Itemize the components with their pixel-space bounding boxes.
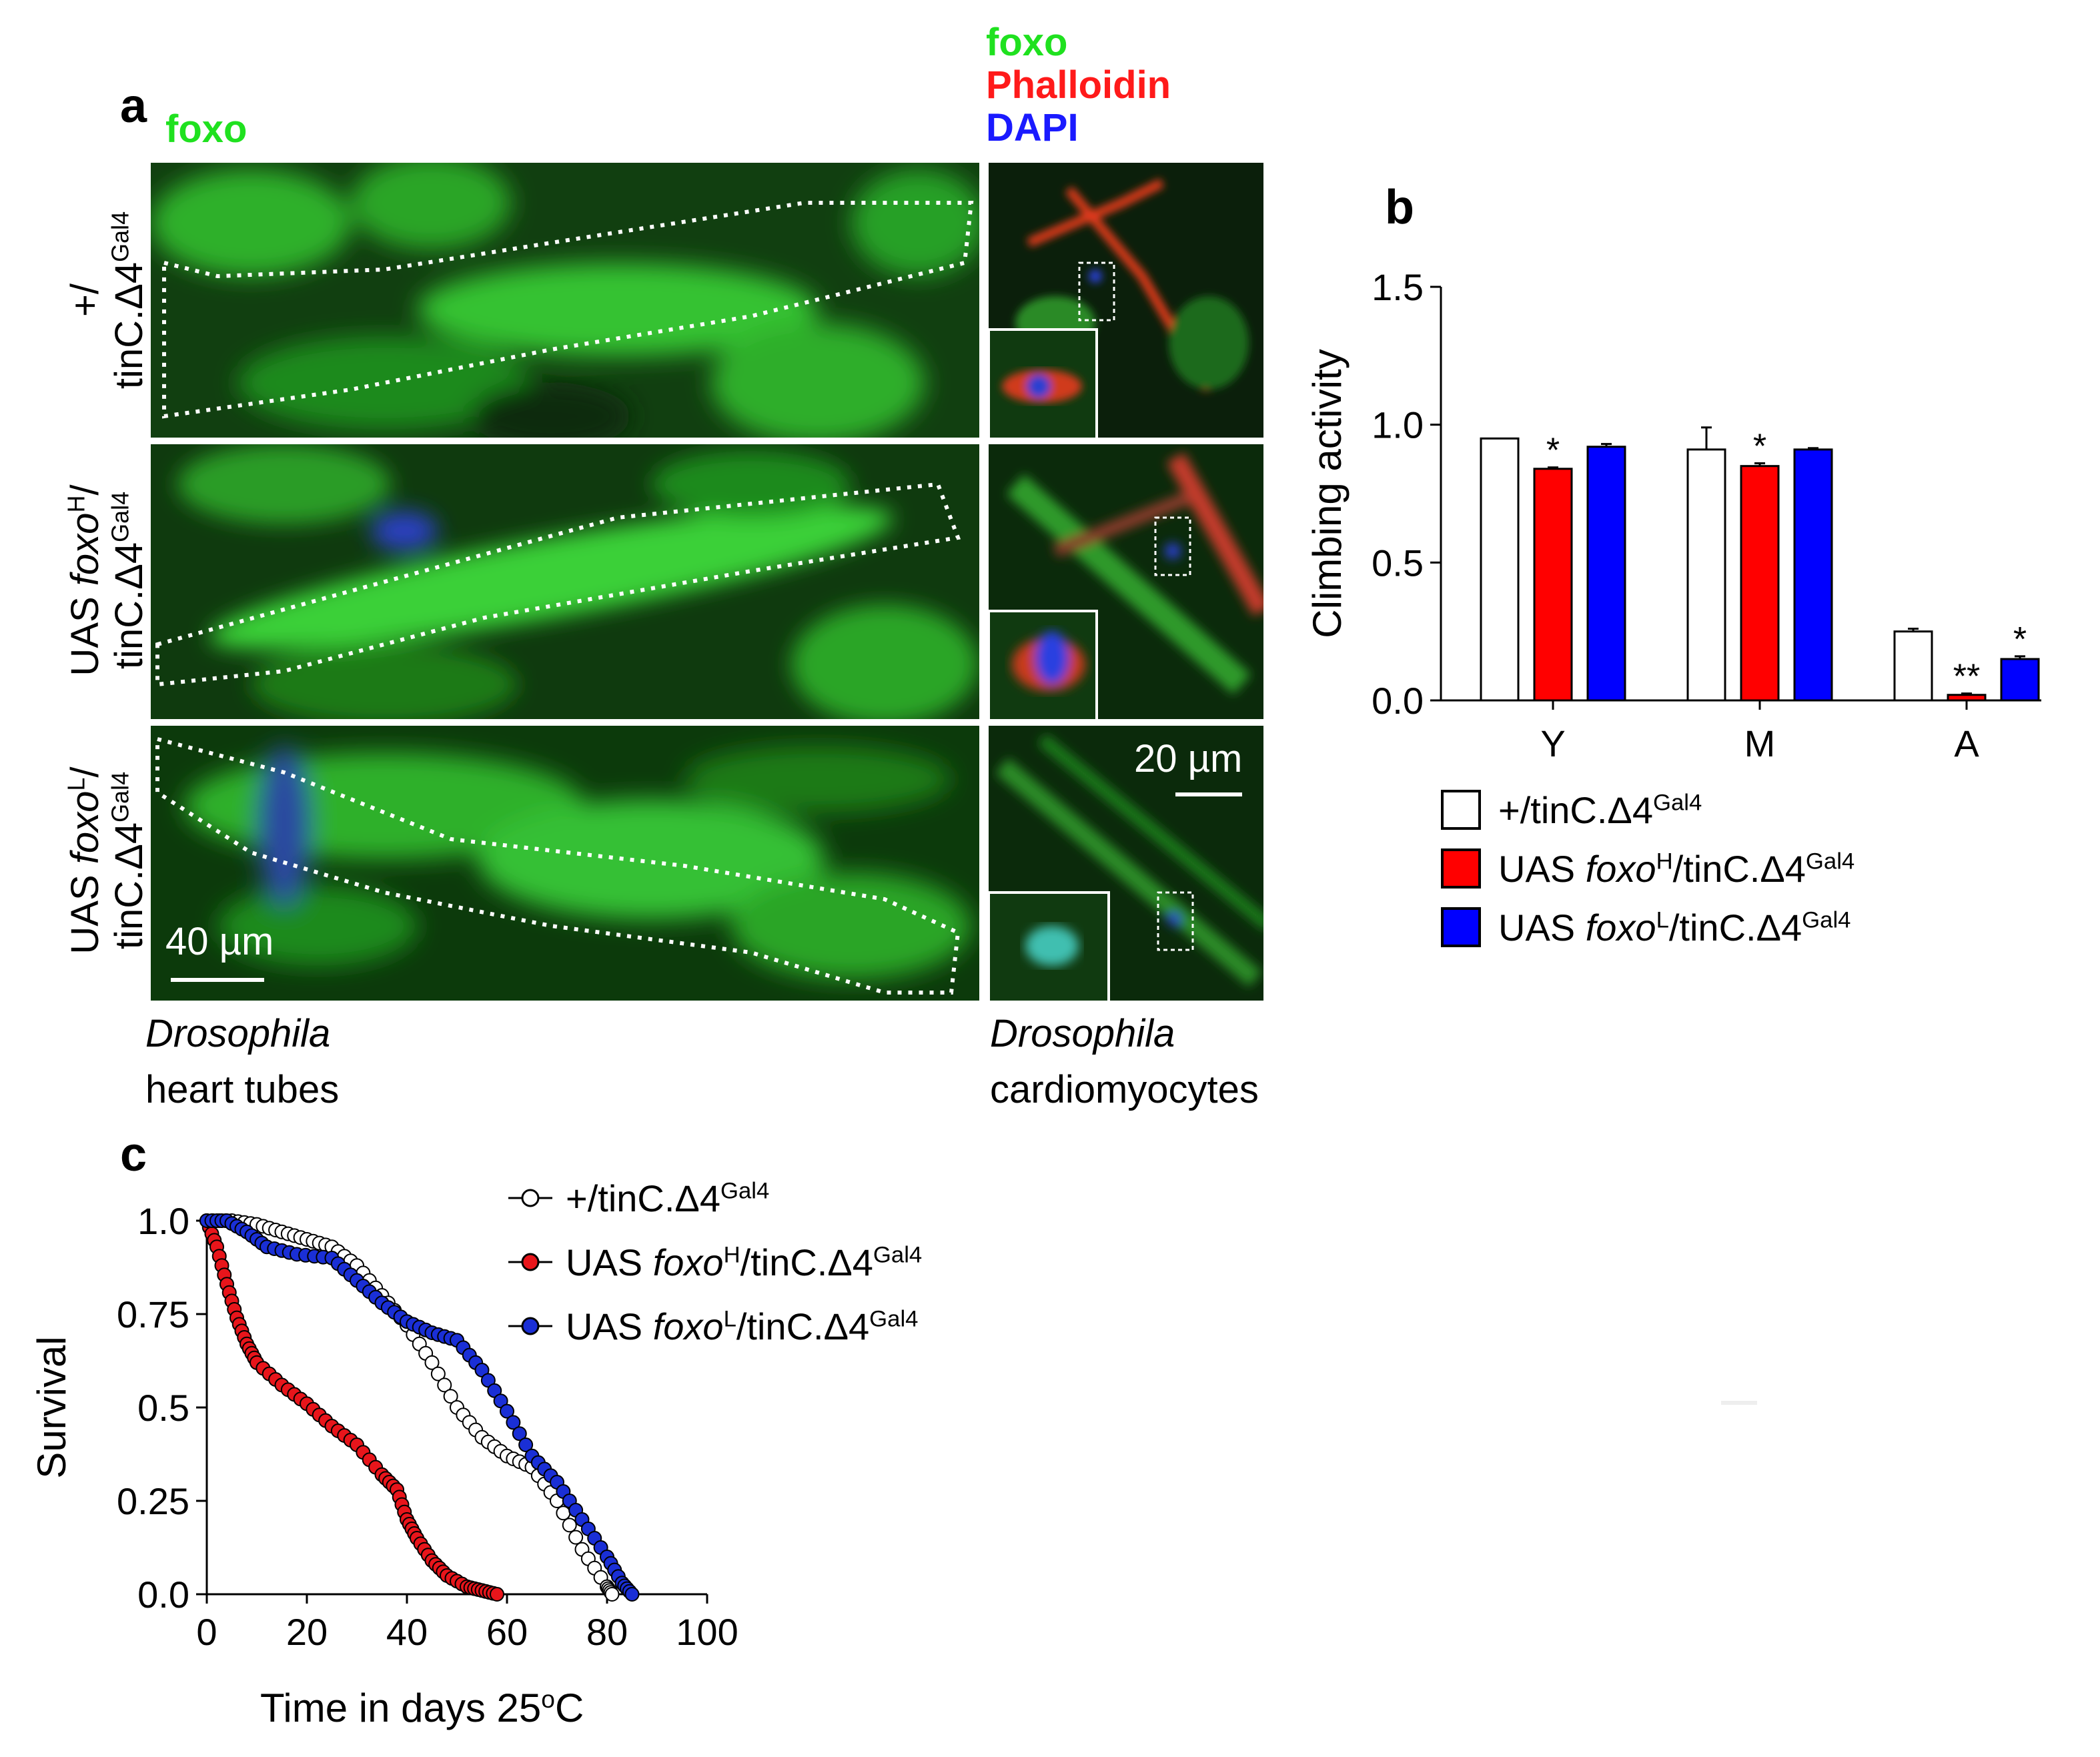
channel-labels-right: foxo Phalloidin DAPI [986, 21, 1171, 149]
row-label-foxo-high: UAS foxoH/ tinC.Δ4Gal4 [62, 484, 151, 676]
significance-marker: * [2013, 620, 2027, 659]
legend-entry: +/tinC.Δ4Gal4 [1441, 780, 1855, 839]
caption-heart-tubes: Drosophila heart tubes [145, 1012, 340, 1111]
legend-label: +/tinC.Δ4Gal4 [566, 1177, 770, 1219]
scale-bar-label-left: 40 µm [165, 920, 274, 963]
y-axis-label: Climbing activity [1305, 349, 1350, 638]
y-tick-label: 0.0 [137, 1574, 189, 1616]
y-tick-label: 0.5 [1372, 542, 1424, 584]
heart-tube-image-foxo-high [148, 442, 982, 722]
legend-entry: +/tinC.Δ4Gal4 [507, 1166, 922, 1230]
survival-point [430, 1366, 446, 1381]
y-tick-label: 1.0 [137, 1200, 189, 1242]
survival-point [443, 1389, 458, 1404]
legend-label: UAS foxoH/tinC.Δ4Gal4 [1498, 847, 1855, 890]
legend-marker [508, 1189, 552, 1207]
foxo-label: foxo [986, 21, 1068, 64]
survival-point [437, 1377, 452, 1393]
x-tick-label: 20 [286, 1611, 328, 1653]
legend-label: +/tinC.Δ4Gal4 [1498, 788, 1702, 831]
survival-point [518, 1437, 534, 1452]
x-tick-label: 80 [586, 1611, 628, 1653]
panel-a-letter: a [120, 79, 147, 133]
y-tick-label: 1.5 [1372, 266, 1424, 308]
survival-point [512, 1426, 527, 1441]
survival-point [604, 1587, 620, 1602]
survival-point [506, 1415, 521, 1430]
x-tick-label: M [1744, 722, 1776, 764]
x-tick-label: 60 [486, 1611, 528, 1653]
legend-swatch [1441, 907, 1481, 947]
legend-entry: UAS foxoH/tinC.Δ4Gal4 [507, 1230, 922, 1294]
foxo-channel-label: foxo [165, 107, 247, 151]
legend-label: UAS foxoL/tinC.Δ4Gal4 [566, 1305, 919, 1347]
legend-swatch [1441, 848, 1481, 889]
survival-point [424, 1355, 440, 1370]
row-label-foxo-low: UAS foxoL/ tinC.Δ4Gal4 [62, 766, 151, 955]
x-tick-label: 0 [196, 1611, 217, 1653]
survival-point [568, 1530, 584, 1545]
survival-point [490, 1587, 504, 1602]
panel-c-letter: c [120, 1128, 147, 1181]
survival-point [562, 1518, 577, 1533]
x-tick-label: Y [1540, 722, 1565, 764]
legend-marker [508, 1317, 552, 1335]
phalloidin-label: Phalloidin [986, 63, 1171, 107]
heart-tube-image-control [148, 160, 982, 440]
legend-marker [508, 1253, 552, 1271]
cardiomyocyte-image-foxo-low: 20 µm [986, 723, 1266, 1003]
bar [1686, 448, 1726, 702]
dapi-label: DAPI [986, 106, 1079, 149]
y-tick-label: 0.5 [137, 1387, 189, 1429]
legend-c: +/tinC.Δ4Gal4 UAS foxoH/tinC.Δ4Gal4 UAS fo… [507, 1166, 922, 1358]
x-tick-label: 40 [386, 1611, 428, 1653]
survival-xlabel: Time in days 25oC [260, 1685, 584, 1730]
y-tick-label: 1.0 [1372, 404, 1424, 446]
bar [1533, 468, 1573, 702]
survival-point [500, 1403, 514, 1419]
bar [1793, 448, 1833, 702]
legend-b: +/tinC.Δ4Gal4 UAS foxoH/tinC.Δ4Gal4 UAS fo… [1441, 780, 1855, 957]
x-tick-label: A [1954, 722, 1979, 764]
significance-marker: ** [1953, 658, 1980, 696]
heart-tube-image-foxo-low: 40 µm [148, 723, 982, 1003]
legend-label: UAS foxoL/tinC.Δ4Gal4 [1498, 906, 1851, 949]
survival-point [624, 1587, 640, 1602]
cardiomyocyte-image-foxo-high [986, 442, 1266, 722]
y-axis-label: Survival [29, 1336, 74, 1478]
bar [1893, 630, 1933, 702]
legend-label: UAS foxoH/tinC.Δ4Gal4 [566, 1241, 923, 1283]
legend-entry: UAS foxoL/tinC.Δ4Gal4 [507, 1294, 922, 1358]
x-tick-label: 100 [676, 1611, 738, 1653]
scale-bar-label-right: 20 µm [1134, 737, 1243, 780]
survival-point [556, 1506, 571, 1521]
legend-swatch [1441, 790, 1481, 830]
bar [2000, 658, 2040, 702]
legend-entry: UAS foxoL/tinC.Δ4Gal4 [1441, 898, 1855, 957]
significance-marker: * [1753, 428, 1766, 466]
y-tick-label: 0.0 [1372, 680, 1424, 722]
caption-cardiomyocytes: Drosophila cardiomyocytes [990, 1012, 1259, 1111]
survival-curve-chart: 0.0 0.25 0.5 0.75 1.0 0 20 40 60 80 100 Survival [29, 1200, 738, 1653]
divider-line [1721, 1401, 1757, 1405]
significance-marker: * [1546, 432, 1560, 470]
bar [1480, 437, 1520, 702]
y-tick-label: 0.25 [117, 1480, 189, 1522]
cardiomyocyte-image-control [986, 160, 1266, 440]
panel-b-letter: b [1385, 181, 1414, 234]
legend-entry: UAS foxoH/tinC.Δ4Gal4 [1441, 839, 1855, 898]
bar [1586, 446, 1626, 702]
row-label-control: +/ tinC.Δ4Gal4 [63, 211, 151, 390]
y-tick-label: 0.75 [117, 1293, 189, 1335]
bar [1740, 465, 1780, 702]
